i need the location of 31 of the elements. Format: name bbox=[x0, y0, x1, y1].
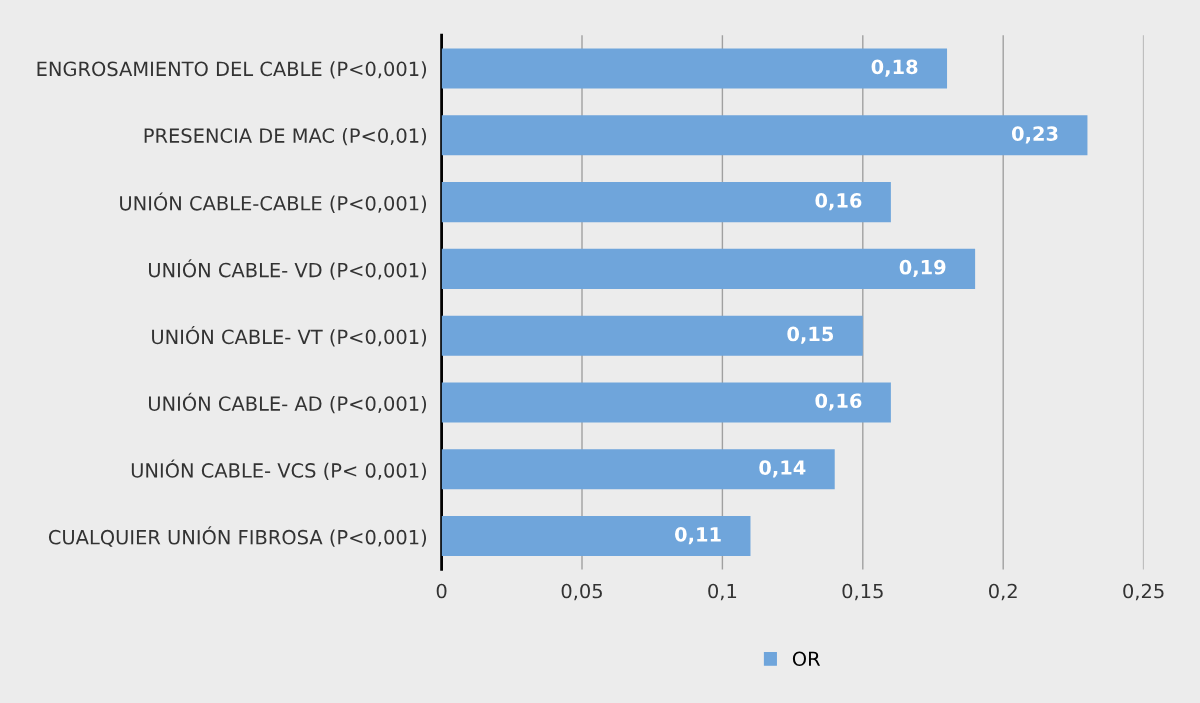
y-tick-label: UNIÓN CABLE-CABLE (P<0,001) bbox=[120, 192, 427, 213]
data-label: 0,14 bbox=[759, 460, 806, 478]
y-tick-label: CUALQUIER UNIÓN FIBROSA (P<0,001) bbox=[48, 526, 427, 547]
y-tick-label: UNIÓN CABLE- AD (P<0,001) bbox=[149, 392, 427, 414]
bar bbox=[441, 315, 863, 356]
data-label: 0,23 bbox=[1011, 126, 1058, 144]
data-label: 0,15 bbox=[787, 326, 834, 344]
bar bbox=[441, 48, 948, 89]
data-label: 0,11 bbox=[675, 526, 721, 545]
bar bbox=[441, 382, 891, 423]
bar bbox=[441, 182, 891, 223]
y-tick-label: UNIÓN CABLE- VT (P<0,001) bbox=[152, 325, 427, 347]
bar bbox=[441, 516, 751, 557]
x-tick-label: 0,15 bbox=[842, 583, 883, 601]
y-tick-label: PRESENCIA DE MAC (P<0,01) bbox=[144, 127, 427, 146]
x-tick-label: 0 bbox=[436, 583, 447, 599]
data-label: 0,19 bbox=[899, 259, 946, 278]
x-tick-label: 0,05 bbox=[561, 583, 602, 601]
y-tick-label: UNIÓN CABLE- VCS (P< 0,001) bbox=[131, 459, 427, 481]
data-label: 0,18 bbox=[871, 59, 918, 77]
data-label: 0,16 bbox=[815, 393, 862, 411]
x-tick-label: 0,1 bbox=[708, 583, 737, 601]
legend-label: OR bbox=[792, 651, 821, 667]
bar bbox=[441, 248, 976, 289]
y-tick-label: UNIÓN CABLE- VD (P<0,001) bbox=[149, 259, 427, 280]
bar bbox=[441, 449, 835, 490]
bar bbox=[441, 115, 1088, 156]
x-tick-label: 0,25 bbox=[1123, 583, 1164, 601]
x-tick-label: 0,2 bbox=[989, 583, 1017, 601]
y-tick-label: ENGROSAMIENTO DEL CABLE (P<0,001) bbox=[37, 61, 427, 79]
data-label: 0,16 bbox=[815, 193, 862, 211]
